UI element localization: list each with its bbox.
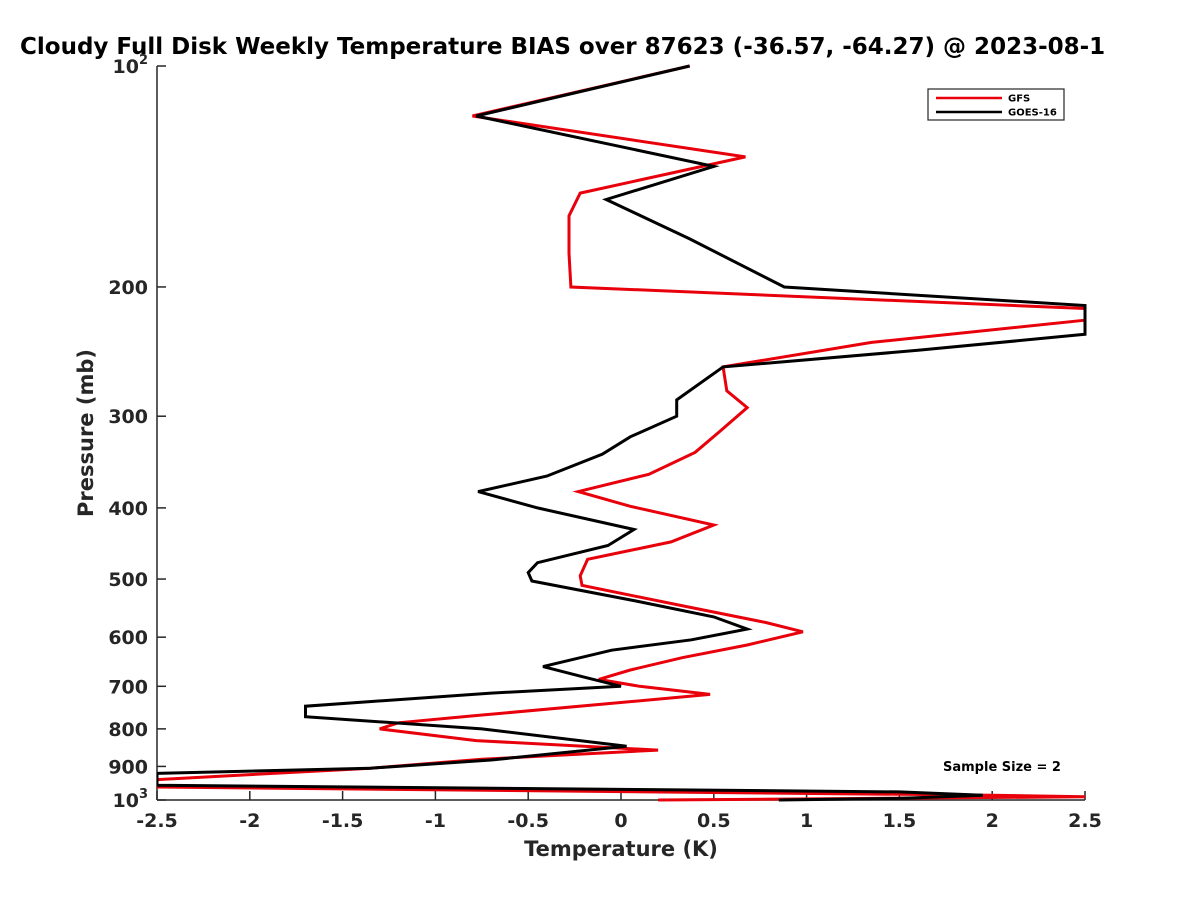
x-tick-label: 2 — [986, 810, 999, 832]
x-tick-label: 0 — [614, 810, 627, 832]
chart-title: Cloudy Full Disk Weekly Temperature BIAS… — [20, 34, 1105, 60]
y-tick-label: 103 — [113, 787, 149, 812]
legend-label: GFS — [1008, 94, 1030, 105]
x-tick-label: 1 — [800, 810, 813, 832]
y-tick-label: 900 — [108, 756, 148, 778]
series-line-gfs — [157, 64, 1087, 802]
y-tick-label: 200 — [108, 277, 148, 299]
y-tick-label: 600 — [108, 627, 148, 649]
x-tick-label: 1.5 — [883, 810, 917, 832]
series-line-goes-16 — [157, 64, 1087, 802]
x-tick-label: -1 — [425, 810, 446, 832]
y-tick-label: 102 — [113, 53, 149, 78]
x-tick-label: -2 — [239, 810, 260, 832]
legend-label: GOES-16 — [1008, 108, 1057, 119]
x-tick-label: 0.5 — [697, 810, 731, 832]
y-tick-label: 500 — [108, 569, 148, 591]
plot-axes: -2.5 -2 -1.5 -1 -0.5 0 0.5 1 1.5 2 2.5 102 200 300 400… — [108, 53, 1102, 832]
x-tick-label: 2.5 — [1068, 810, 1102, 832]
x-tick-label: -0.5 — [507, 810, 549, 832]
x-tick-label: -2.5 — [136, 810, 178, 832]
x-tick-label: -1.5 — [322, 810, 364, 832]
y-tick-label: 400 — [108, 498, 148, 520]
x-axis-label: Temperature (K) — [524, 837, 718, 861]
legend-box — [927, 88, 1065, 121]
y-tick-label: 800 — [108, 719, 148, 741]
y-axis-label: Pressure (mb) — [74, 349, 98, 517]
y-tick-label: 300 — [108, 406, 148, 428]
legend: GFS GOES-16 — [927, 88, 1065, 121]
series-layer — [157, 64, 1087, 802]
y-tick-label: 700 — [108, 676, 148, 698]
sample-size-annotation: Sample Size = 2 — [943, 760, 1061, 775]
